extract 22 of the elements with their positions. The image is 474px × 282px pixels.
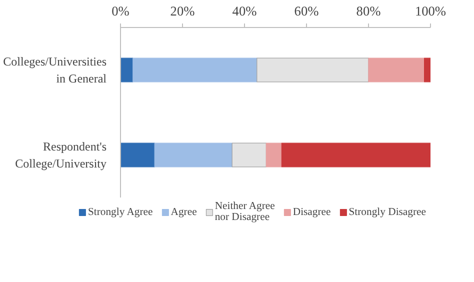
bar [154, 142, 232, 168]
legend-label: Strongly Disagree [348, 206, 426, 218]
x-tick-label: 0% [112, 4, 130, 18]
bar [132, 58, 258, 82]
legend-label: Neither Agree nor Disagree [214, 201, 275, 223]
bar [424, 58, 430, 82]
legend-label: Agree [170, 206, 197, 218]
bar [266, 142, 282, 168]
bar [232, 142, 266, 168]
x-tick-label: 100% [414, 4, 446, 18]
x-tick-label: 60% [294, 4, 319, 18]
x-tick-label: 20% [170, 4, 195, 18]
legend-label: Disagree [292, 206, 331, 218]
bar [368, 58, 425, 82]
legend-label: Strongly Agree [88, 206, 153, 218]
x-tick-label: 40% [232, 4, 257, 18]
bar [120, 142, 155, 168]
bar [256, 58, 369, 82]
y-tick-label: Respondent's College/University [15, 140, 107, 170]
x-tick-label: 80% [356, 4, 381, 18]
bar [281, 142, 430, 168]
y-tick-label: Colleges/Universities in General [3, 54, 108, 86]
